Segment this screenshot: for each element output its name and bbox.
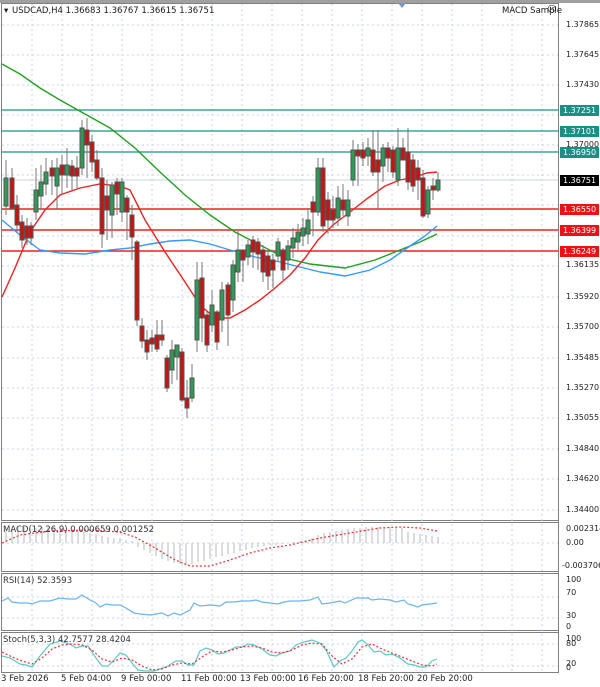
time-tick: 3 Feb 2026 bbox=[1, 674, 49, 684]
support-tag: 1.36399 bbox=[560, 225, 599, 236]
stoch-k-line bbox=[1, 639, 438, 672]
resistance-tag: 1.36950 bbox=[560, 147, 599, 158]
window-top-border bbox=[0, 0, 600, 3]
resistance-tag: 1.37101 bbox=[560, 126, 599, 137]
resistance-tag: 1.37251 bbox=[560, 105, 599, 116]
rsi-label: RSI(14) 52.3593 bbox=[3, 576, 73, 586]
price-tick: 1.37865 bbox=[566, 20, 600, 29]
ma-slow-green bbox=[1, 63, 438, 269]
current-price-tag: 1.36751 bbox=[560, 175, 599, 186]
stoch-axis-0: 0 bbox=[566, 663, 572, 672]
time-tick: 5 Feb 04:00 bbox=[61, 674, 112, 684]
time-tick: 11 Feb 00:00 bbox=[181, 674, 237, 684]
time-tick: 20 Feb 20:00 bbox=[417, 674, 473, 684]
symbol-ohlc-label: USDCAD,H4 1.36683 1.36767 1.36615 1.3675… bbox=[12, 6, 215, 16]
stoch-axis-100: 100 bbox=[566, 634, 582, 643]
stoch-d-line bbox=[1, 642, 438, 671]
stoch-axis-80: 80 bbox=[566, 639, 577, 648]
expert-advisor-label: MACD Sample bbox=[502, 6, 563, 16]
rsi-axis-30: 30 bbox=[566, 611, 577, 620]
support-tag: 1.36550 bbox=[560, 204, 599, 215]
price-tick: 1.34840 bbox=[566, 444, 600, 453]
symbol-dropdown-icon[interactable]: ▾ bbox=[4, 6, 9, 16]
price-tick: 1.37645 bbox=[566, 50, 600, 59]
candlesticks bbox=[3, 118, 441, 418]
chart-shift-marker bbox=[398, 3, 406, 8]
time-tick: 18 Feb 20:00 bbox=[358, 674, 414, 684]
stoch-label: Stoch(5,3,3) 42.7577 28.4204 bbox=[3, 635, 131, 645]
macd-label: MACD(12,26,9) 0.000659 0.001252 bbox=[3, 525, 155, 535]
rsi-line bbox=[1, 594, 438, 617]
price-tick: 1.34620 bbox=[566, 474, 600, 483]
stoch-axis-20: 20 bbox=[566, 659, 577, 668]
macd-axis-max: 0.002314 bbox=[566, 524, 600, 533]
price-tick: 1.35920 bbox=[566, 292, 600, 301]
support-tag: 1.36249 bbox=[560, 246, 599, 257]
price-tick: 1.34400 bbox=[566, 505, 600, 514]
price-tick: 1.35055 bbox=[566, 413, 600, 422]
macd-signal-line bbox=[1, 526, 438, 567]
price-tick: 1.35485 bbox=[566, 353, 600, 362]
price-tick: 1.37000 bbox=[566, 140, 600, 149]
rsi-axis-70: 70 bbox=[566, 588, 577, 597]
macd-axis-zero: 0.00 bbox=[566, 538, 584, 547]
rsi-axis-100: 100 bbox=[566, 575, 582, 584]
price-tick: 1.36135 bbox=[566, 260, 600, 269]
time-tick: 13 Feb 00:00 bbox=[240, 674, 296, 684]
ma-fast-red bbox=[1, 171, 438, 319]
ma-medium-blue bbox=[1, 219, 438, 277]
smiley-icon[interactable]: ☹ bbox=[547, 5, 557, 15]
price-tick: 1.35270 bbox=[566, 383, 600, 392]
rsi-axis-0: 0 bbox=[566, 622, 572, 631]
price-tick: 1.35700 bbox=[566, 322, 600, 331]
resistance-lines bbox=[2, 109, 558, 153]
grid-horizontal bbox=[2, 24, 558, 667]
time-tick: 9 Feb 00:00 bbox=[121, 674, 172, 684]
macd-axis-min: -0.003706 bbox=[562, 561, 600, 570]
rsi-pane-border bbox=[1, 573, 559, 631]
macd-histogram bbox=[5, 526, 439, 565]
price-tick: 1.37430 bbox=[566, 80, 600, 89]
time-tick: 16 Feb 20:00 bbox=[298, 674, 354, 684]
